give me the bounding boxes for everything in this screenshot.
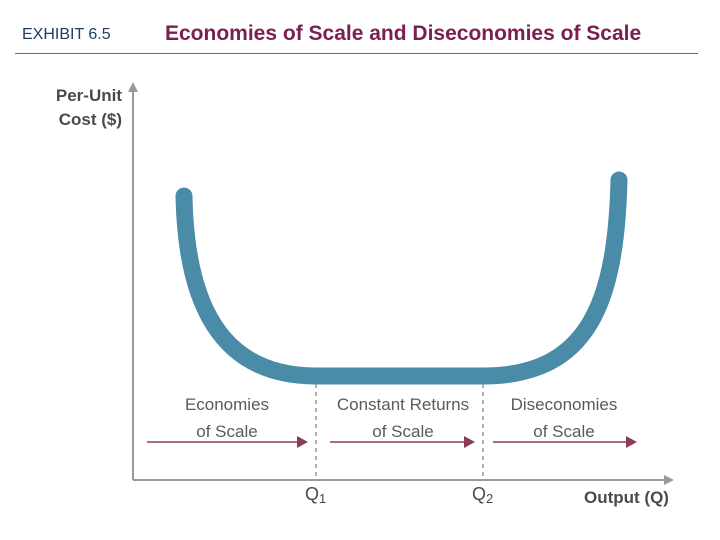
q2-tick-label: Q2 — [472, 484, 493, 506]
region-label-line1: Constant Returns — [336, 395, 470, 414]
arrow-economies — [147, 436, 308, 448]
region-label-diseconomies: Diseconomies of Scale — [500, 391, 628, 445]
region-label-line1: Diseconomies — [510, 395, 618, 414]
region-label-line2: of Scale — [372, 422, 434, 441]
q2-letter: Q — [472, 484, 487, 504]
y-axis-label-line1: Per-Unit — [55, 86, 122, 105]
region-label-economies: Economies of Scale — [170, 391, 284, 445]
y-axis-label: Per-Unit Cost ($) — [30, 84, 122, 132]
x-axis-arrowhead — [664, 475, 674, 485]
chart-title: Economies of Scale and Diseconomies of S… — [165, 22, 642, 45]
x-axis-label: Output (Q) — [584, 488, 669, 507]
exhibit-label: EXHIBIT 6.5 — [22, 26, 111, 43]
region-label-constant-returns: Constant Returns of Scale — [325, 391, 481, 445]
region-label-line2: of Scale — [533, 422, 595, 441]
y-axis-label-line2: Cost ($) — [58, 110, 122, 129]
q1-subscript: 1 — [319, 491, 327, 506]
q2-subscript: 2 — [486, 491, 494, 506]
q1-tick-label: Q1 — [305, 484, 326, 506]
region-label-line1: Economies — [184, 395, 270, 414]
q1-letter: Q — [305, 484, 320, 504]
y-axis-arrowhead — [128, 82, 138, 92]
arrow-diseconomies — [493, 436, 637, 448]
region-label-line2: of Scale — [196, 422, 258, 441]
average-cost-curve — [175, 171, 628, 385]
title-divider — [15, 53, 698, 54]
arrow-constant-returns — [330, 436, 475, 448]
header: EXHIBIT 6.5 Economies of Scale and Disec… — [0, 0, 720, 56]
